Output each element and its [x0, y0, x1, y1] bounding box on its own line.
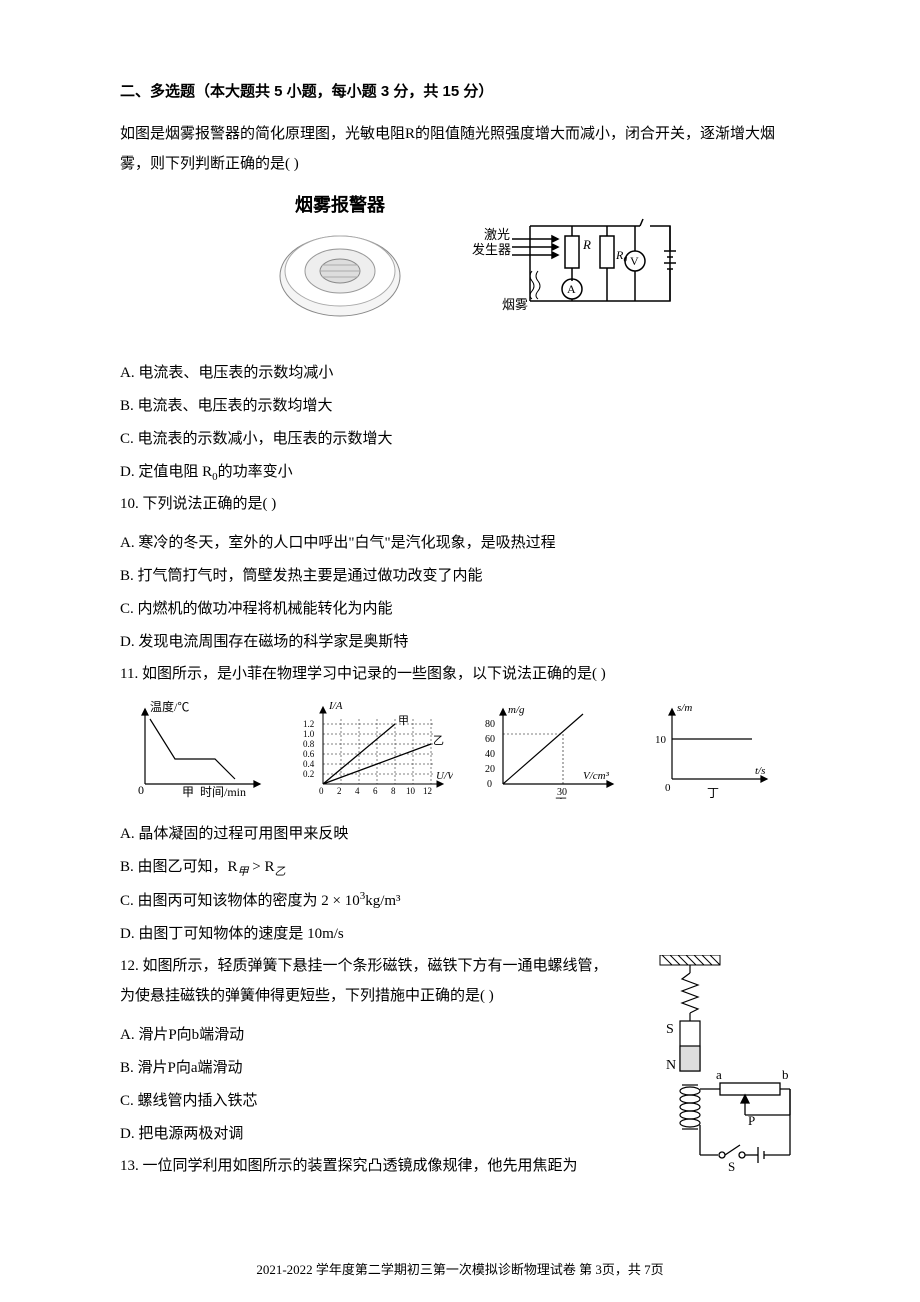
question-10: 10. 下列说法正确的是( ): [120, 489, 800, 519]
svg-text:1.2: 1.2: [303, 719, 314, 729]
q11-b-s1: 甲: [238, 866, 249, 878]
svg-text:丙: 丙: [555, 796, 567, 799]
q9-option-d: D. 定值电阻 R0的功率变小: [120, 456, 800, 489]
svg-text:S: S: [728, 1159, 735, 1174]
q9-stem: 如图是烟雾报警器的简化原理图，光敏电阻R的阻值随光照强度增大而减小，闭合开关，逐…: [120, 126, 775, 172]
q11-c-suf: kg/m³: [365, 893, 400, 909]
svg-text:10: 10: [406, 786, 416, 796]
smoke-detector-icon: [270, 221, 410, 331]
svg-text:I/A: I/A: [328, 700, 343, 712]
svg-text:0: 0: [487, 779, 492, 790]
q9-detector-title: 烟雾报警器: [295, 191, 385, 217]
q13-stem: 一位同学利用如图所示的装置探究凸透镜成像规律，他先用焦距为: [143, 1158, 578, 1174]
q11-graph-1: 温度/℃ 时间/min 甲 0: [120, 699, 273, 804]
q12-option-b: B. 滑片P向a端滑动: [120, 1052, 620, 1085]
q13-num: 13.: [120, 1158, 139, 1174]
svg-text:0: 0: [138, 783, 144, 797]
svg-text:丁: 丁: [707, 786, 719, 799]
q9-figure-row: 烟雾报警器: [120, 191, 800, 341]
question-9: 如图是烟雾报警器的简化原理图，光敏电阻R的阻值随光照强度增大而减小，闭合开关，逐…: [120, 119, 800, 179]
svg-text:烟雾: 烟雾: [502, 297, 528, 312]
q12-option-c: C. 螺线管内插入铁芯: [120, 1085, 620, 1118]
q11-b-pre: B. 由图乙可知，R: [120, 859, 238, 875]
svg-text:甲: 甲: [182, 785, 194, 799]
q12-option-d: D. 把电源两极对调: [120, 1118, 620, 1151]
q12-option-a: A. 滑片P向b端滑动: [120, 1019, 620, 1052]
svg-text:6: 6: [373, 786, 378, 796]
svg-text:0: 0: [665, 782, 671, 794]
svg-text:乙: 乙: [433, 734, 444, 747]
svg-text:m/g: m/g: [508, 704, 525, 716]
q11-c-pre: C. 由图丙可知该物体的密度为 2 × 10: [120, 893, 360, 909]
q11-graph-2: I/A U/V 0.2 0.4 0.6 0.8 1.0 1.2 0 2 4 6 …: [293, 699, 453, 804]
svg-text:A: A: [567, 282, 576, 296]
svg-text:40: 40: [485, 749, 495, 760]
q12-figure: S N: [630, 955, 800, 1190]
svg-text:V/cm³: V/cm³: [583, 770, 610, 782]
svg-text:60: 60: [485, 734, 495, 745]
q11-num: 11.: [120, 666, 138, 682]
q11-option-a: A. 晶体凝固的过程可用图甲来反映: [120, 818, 800, 851]
q11-graphs: 温度/℃ 时间/min 甲 0: [120, 699, 800, 804]
svg-text:12: 12: [423, 786, 432, 796]
svg-text:P: P: [748, 1113, 755, 1128]
q9-circuit-diagram: 激光 发生器 烟雾 R A R₀ V: [470, 211, 680, 321]
q9-d-suffix: 的功率变小: [218, 464, 293, 480]
svg-text:R: R: [582, 237, 591, 252]
svg-text:S: S: [666, 1022, 674, 1037]
svg-text:0.2: 0.2: [303, 769, 314, 779]
q9-options: A. 电流表、电压表的示数均减小 B. 电流表、电压表的示数均增大 C. 电流表…: [120, 357, 800, 489]
q10-option-d: D. 发现电流周围存在磁场的科学家是奥斯特: [120, 626, 800, 659]
q10-num: 10.: [120, 496, 139, 512]
svg-text:N: N: [666, 1058, 676, 1073]
q10-option-c: C. 内燃机的做功冲程将机械能转化为内能: [120, 593, 800, 626]
svg-text:a: a: [716, 1067, 722, 1082]
question-11: 11. 如图所示，是小菲在物理学习中记录的一些图象，以下说法正确的是( ): [120, 659, 800, 689]
page-footer: 2021-2022 学年度第二学期初三第一次模拟诊断物理试卷 第 3页，共 7页: [0, 1259, 920, 1278]
q10-stem: 下列说法正确的是( ): [143, 496, 277, 512]
section-title: 二、多选题（本大题共 5 小题，每小题 3 分，共 15 分）: [120, 80, 800, 101]
svg-text:4: 4: [355, 786, 360, 796]
svg-text:0: 0: [319, 786, 324, 796]
q11-option-b: B. 由图乙可知，R甲 > R乙: [120, 851, 800, 884]
svg-text:发生器: 发生器: [472, 242, 511, 257]
q11-b-mid: > R: [249, 859, 275, 875]
q9-option-b: B. 电流表、电压表的示数均增大: [120, 390, 800, 423]
svg-text:t/s: t/s: [755, 765, 765, 777]
q9-d-prefix: D. 定值电阻 R: [120, 464, 212, 480]
svg-text:s/m: s/m: [677, 702, 692, 714]
svg-text:2: 2: [337, 786, 342, 796]
svg-text:10: 10: [655, 734, 667, 746]
q11-graph-3: m/g V/cm³ 0 20 40 60 80 30 丙: [473, 699, 626, 804]
svg-text:U/V: U/V: [436, 770, 453, 782]
svg-text:0.4: 0.4: [303, 759, 315, 769]
svg-text:80: 80: [485, 719, 495, 730]
q10-options: A. 寒冷的冬天，室外的人口中呼出"白气"是汽化现象，是吸热过程 B. 打气筒打…: [120, 527, 800, 659]
svg-text:时间/min: 时间/min: [200, 785, 246, 799]
q11-b-s2: 乙: [274, 866, 285, 878]
q9-option-a: A. 电流表、电压表的示数均减小: [120, 357, 800, 390]
svg-text:甲: 甲: [398, 715, 409, 727]
q9-smoke-detector: 烟雾报警器: [240, 191, 440, 341]
q11-options: A. 晶体凝固的过程可用图甲来反映 B. 由图乙可知，R甲 > R乙 C. 由图…: [120, 818, 800, 951]
q11-option-d: D. 由图丁可知物体的速度是 10m/s: [120, 918, 800, 951]
svg-text:8: 8: [391, 786, 396, 796]
svg-text:0.8: 0.8: [303, 739, 315, 749]
q11-option-c: C. 由图丙可知该物体的密度为 2 × 103kg/m³: [120, 884, 800, 918]
svg-text:b: b: [782, 1067, 789, 1082]
svg-text:R₀: R₀: [615, 248, 628, 262]
svg-text:20: 20: [485, 764, 495, 775]
q11-stem: 如图所示，是小菲在物理学习中记录的一些图象，以下说法正确的是( ): [142, 666, 606, 682]
q12-num: 12.: [120, 958, 139, 974]
q9-option-c: C. 电流表的示数减小，电压表的示数增大: [120, 423, 800, 456]
svg-text:1.0: 1.0: [303, 729, 315, 739]
svg-text:激光: 激光: [484, 227, 510, 242]
svg-text:V: V: [630, 254, 639, 268]
svg-text:温度/℃: 温度/℃: [150, 699, 189, 714]
q11-graph-4: s/m t/s 10 0 丁: [647, 699, 800, 804]
svg-text:0.6: 0.6: [303, 749, 315, 759]
q10-option-b: B. 打气筒打气时，筒壁发热主要是通过做功改变了内能: [120, 560, 800, 593]
q10-option-a: A. 寒冷的冬天，室外的人口中呼出"白气"是汽化现象，是吸热过程: [120, 527, 800, 560]
q12-stem: 如图所示，轻质弹簧下悬挂一个条形磁铁，磁铁下方有一通电螺线管，为使悬挂磁铁的弹簧…: [120, 958, 608, 1004]
